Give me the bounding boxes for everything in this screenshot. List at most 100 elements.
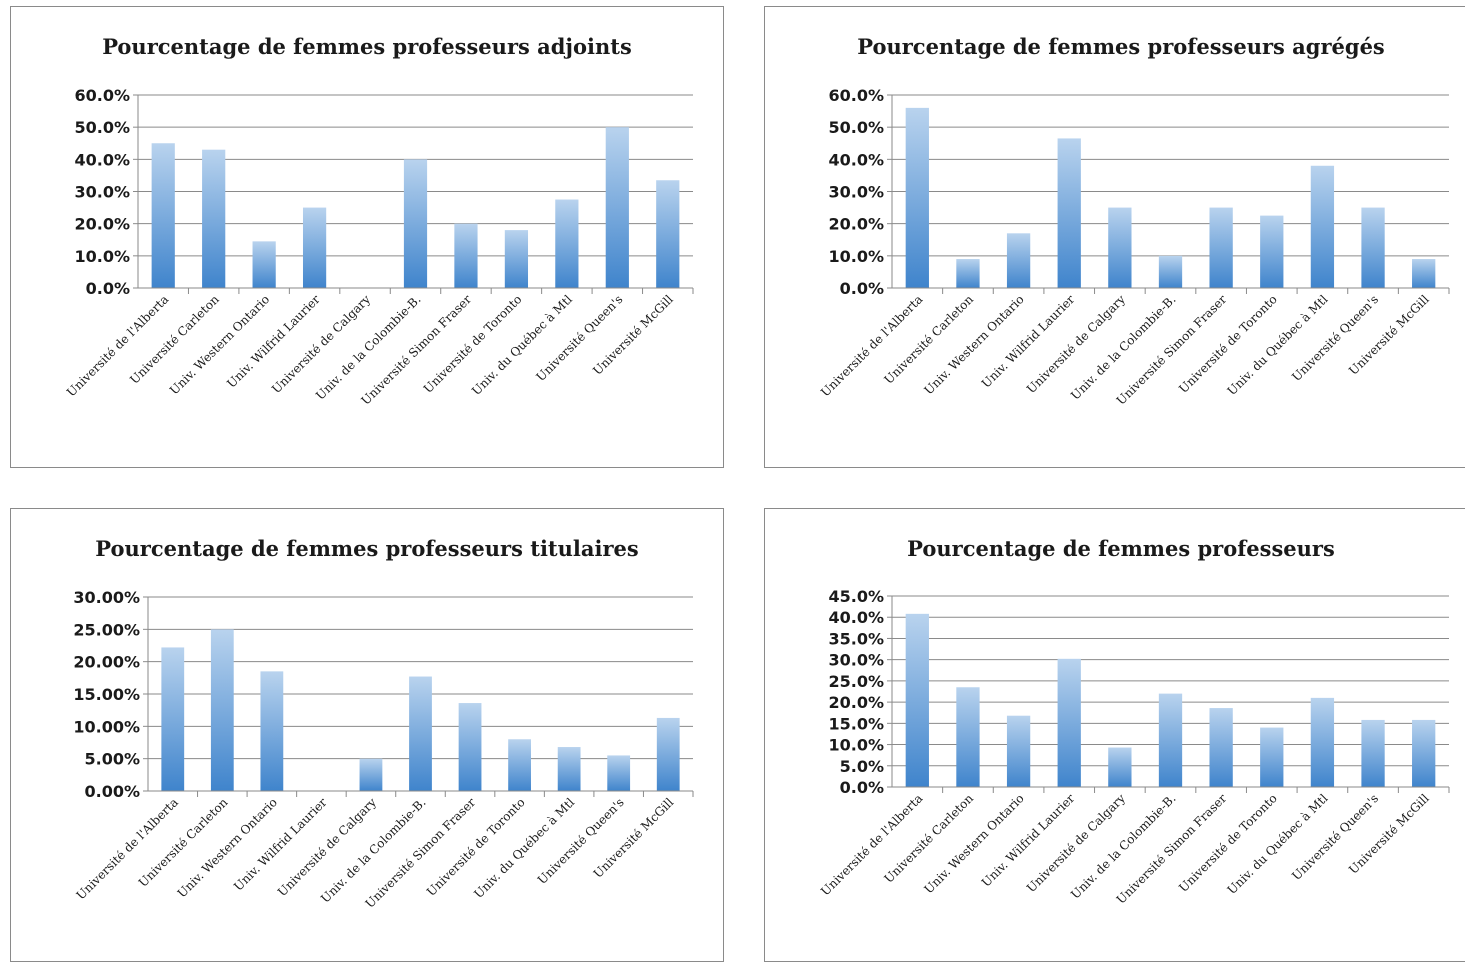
bar (1260, 727, 1284, 787)
bar (202, 149, 226, 288)
x-tick-label: Univ. Western Ontario (921, 791, 1026, 896)
chart-panel-agreges: Pourcentage de femmes professeurs agrégé… (764, 6, 1465, 468)
y-tick-label: 25.0% (828, 672, 884, 691)
x-tick-label: Université Carleton (881, 292, 976, 387)
x-tick-label: Univ. du Québec à Mtl (1225, 292, 1331, 398)
x-tick-label: Univ. Wilfrid Laurier (979, 292, 1078, 391)
bar (1209, 207, 1233, 288)
chart-adjoints: Pourcentage de femmes professeurs adjoin… (64, 34, 694, 408)
bar (1310, 165, 1335, 288)
x-tick-label: Univ. Wilfrid Laurier (979, 791, 1078, 890)
bar (1158, 693, 1183, 787)
chart-title: Pourcentage de femmes professeurs (907, 536, 1335, 561)
bar (161, 647, 185, 791)
bar (656, 180, 680, 288)
x-tick-label: Université de Calgary (275, 795, 379, 899)
bar (454, 223, 478, 288)
y-tick-label: 10.0% (828, 736, 884, 755)
bar (1057, 658, 1081, 787)
bar (607, 755, 631, 791)
y-tick-label: 25.00% (73, 620, 140, 639)
bar (409, 676, 432, 791)
y-tick-label: 20.0% (74, 215, 130, 234)
bar (1006, 715, 1031, 787)
y-tick-label: 10.00% (73, 717, 140, 736)
bar (508, 739, 531, 791)
x-tick-label: Université Queen's (535, 795, 627, 887)
x-tick-label: Université de Toronto (1176, 791, 1280, 895)
y-tick-label: 30.0% (828, 183, 884, 202)
y-tick-label: 10.0% (828, 247, 884, 266)
x-tick-label: Université Carleton (881, 791, 976, 886)
bar (1158, 255, 1183, 288)
y-tick-label: 40.0% (828, 608, 884, 627)
y-tick-label: 30.0% (828, 651, 884, 670)
x-tick-label: Université Carleton (127, 292, 222, 387)
y-tick-label: 20.0% (828, 693, 884, 712)
x-tick-label: Université Queen's (1289, 292, 1381, 384)
y-tick-label: 40.0% (74, 150, 130, 169)
chart-titulaires: Pourcentage de femmes professeurs titula… (73, 536, 694, 911)
bar (956, 259, 980, 288)
bar (1310, 697, 1335, 787)
y-tick-label: 45.0% (828, 587, 884, 606)
x-tick-label: Université Queen's (534, 292, 626, 384)
bar (1361, 207, 1385, 288)
x-tick-label: Université de Calgary (1024, 292, 1128, 396)
bar (151, 143, 175, 288)
y-tick-label: 5.0% (840, 757, 884, 776)
bar (656, 717, 680, 791)
x-tick-label: Univ. Western Ontario (921, 292, 1026, 397)
x-tick-label: Univ. du Québec à Mtl (469, 292, 575, 398)
chart-title: Pourcentage de femmes professeurs agrégé… (857, 34, 1385, 59)
y-tick-label: 60.0% (828, 86, 884, 105)
y-tick-label: 20.00% (73, 653, 140, 672)
bar (1361, 719, 1385, 787)
y-tick-label: 40.0% (828, 150, 884, 169)
x-tick-label: Université Queen's (1289, 791, 1381, 883)
bar (1209, 708, 1233, 787)
x-tick-label: Université de Calgary (1024, 791, 1128, 895)
y-tick-label: 5.00% (84, 750, 140, 769)
x-tick-label: Université Carleton (136, 795, 231, 890)
x-tick-label: Université de l'Alberta (64, 292, 171, 399)
bar (1412, 259, 1436, 288)
bar (905, 107, 929, 288)
chart-title: Pourcentage de femmes professeurs adjoin… (102, 34, 632, 59)
y-tick-label: 50.0% (828, 118, 884, 137)
y-tick-label: 20.0% (828, 215, 884, 234)
x-tick-label: Université de Toronto (424, 795, 528, 899)
chart-title: Pourcentage de femmes professeurs titula… (95, 536, 638, 561)
x-tick-label: Université de Toronto (421, 292, 525, 396)
bar (504, 230, 529, 288)
y-tick-label: 50.0% (74, 118, 130, 137)
bar (458, 703, 482, 791)
bar (1006, 233, 1031, 288)
x-tick-label: Université de Calgary (269, 292, 373, 396)
bar (359, 758, 383, 791)
x-tick-label: Université de l'Alberta (74, 795, 181, 902)
y-tick-label: 15.00% (73, 685, 140, 704)
bar (403, 159, 428, 288)
x-tick-label: Univ. Wilfrid Laurier (224, 292, 323, 391)
chart-panel-adjoints: Pourcentage de femmes professeurs adjoin… (10, 6, 724, 468)
bar (956, 687, 980, 787)
bar (605, 127, 629, 289)
x-tick-label: Univ. Western Ontario (167, 292, 272, 397)
x-tick-label: Univ. Wilfrid Laurier (231, 795, 330, 894)
bar (905, 613, 929, 787)
bar (260, 671, 284, 791)
chart-agreges: Pourcentage de femmes professeurs agrégé… (818, 34, 1450, 408)
y-tick-label: 10.0% (74, 247, 130, 266)
chart-panel-total: Pourcentage de femmes professeurs 0.0% 5.0… (764, 508, 1465, 962)
bar (555, 199, 579, 288)
x-tick-label: Univ. de la Colombie-B. (1068, 791, 1178, 901)
chart-panel-titulaires: Pourcentage de femmes professeurs titula… (10, 508, 724, 962)
bar (557, 747, 581, 791)
y-tick-label: 60.0% (74, 86, 130, 105)
bar (1108, 747, 1132, 787)
x-tick-label: Univ. de la Colombie-B. (313, 292, 423, 402)
y-tick-label: 30.00% (73, 588, 140, 607)
x-tick-label: Université de l'Alberta (818, 791, 925, 898)
bar (210, 629, 234, 791)
